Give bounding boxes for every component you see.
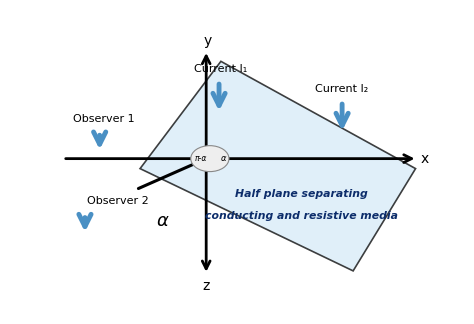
Text: Current I₂: Current I₂ <box>316 84 369 94</box>
Text: π-α: π-α <box>195 154 207 163</box>
Text: y: y <box>204 34 212 48</box>
Circle shape <box>191 146 229 172</box>
Text: α: α <box>221 154 226 163</box>
Text: conducting and resistive media: conducting and resistive media <box>205 211 398 221</box>
Text: x: x <box>421 152 429 166</box>
Text: Observer 1: Observer 1 <box>73 114 134 124</box>
Text: Half plane separating: Half plane separating <box>235 189 368 199</box>
Text: Observer 2: Observer 2 <box>87 196 148 206</box>
Text: Current I₁: Current I₁ <box>194 64 247 74</box>
Text: α: α <box>156 212 168 230</box>
Polygon shape <box>140 61 416 271</box>
Text: z: z <box>202 279 210 293</box>
